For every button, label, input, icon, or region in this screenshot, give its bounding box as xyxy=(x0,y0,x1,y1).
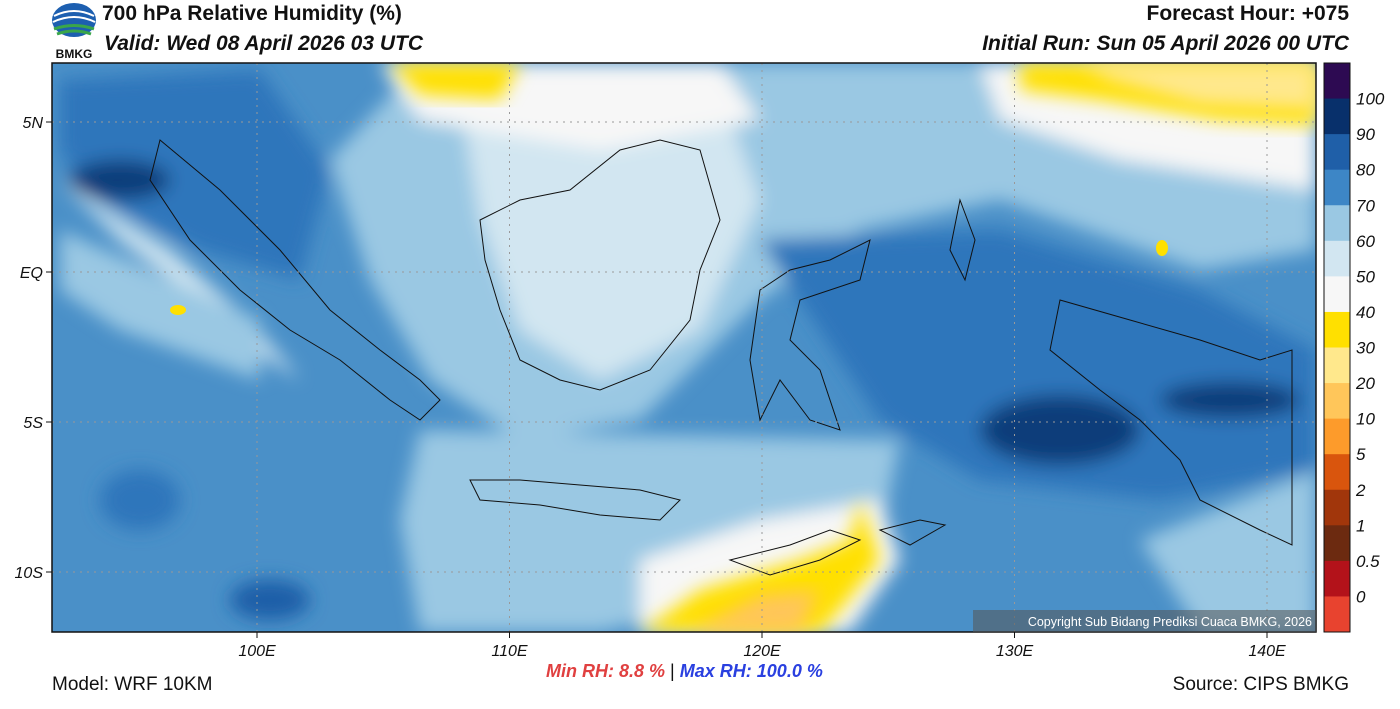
colorbar-label: 2 xyxy=(1355,481,1366,500)
colorbar-segment xyxy=(1324,525,1350,562)
graticule: 5N EQ 5S 10S 100E 110E 120E 130E 140E xyxy=(15,63,1316,660)
colorbar-label: 10 xyxy=(1356,410,1375,429)
colorbar-label: 30 xyxy=(1356,339,1375,358)
colorbar-label: 100 xyxy=(1356,90,1385,109)
lon-label: 140E xyxy=(1248,643,1286,660)
title: 700 hPa Relative Humidity (%) xyxy=(102,2,402,25)
lat-label: 5N xyxy=(23,115,44,132)
initial-run: Initial Run: Sun 05 April 2026 00 UTC xyxy=(982,32,1349,55)
lon-label: 100E xyxy=(238,643,276,660)
colorbar-label: 80 xyxy=(1356,161,1375,180)
humidity-field xyxy=(52,63,1316,632)
colorbar-segment xyxy=(1324,169,1350,206)
colorbar-label: 50 xyxy=(1356,267,1375,286)
colorbar-segment xyxy=(1324,596,1350,633)
colorbar-segment xyxy=(1324,383,1350,420)
colorbar-segment xyxy=(1324,454,1350,491)
colorbar-segment xyxy=(1324,347,1350,384)
map-frame xyxy=(51,62,1317,633)
colorbar-segment xyxy=(1324,63,1350,100)
valid-time: Valid: Wed 08 April 2026 03 UTC xyxy=(104,32,423,55)
colorbar-segment xyxy=(1324,489,1350,526)
logo-text: BMKG xyxy=(56,47,93,60)
colorbar-segment xyxy=(1324,98,1350,135)
max-rh-label: Max RH: xyxy=(679,661,752,681)
copyright-box xyxy=(973,610,1316,632)
separator: | xyxy=(670,661,675,681)
colorbar-frame xyxy=(1323,62,1351,633)
colorbar-segment xyxy=(1324,240,1350,277)
lon-label: 120E xyxy=(743,643,781,660)
lat-label: EQ xyxy=(20,265,43,282)
lat-label: 5S xyxy=(23,415,43,432)
colorbar-label: 5 xyxy=(1356,445,1366,464)
lon-label: 130E xyxy=(996,643,1034,660)
min-rh-label: Min RH: xyxy=(546,661,614,681)
rh-summary: Min RH: 8.8 % | Max RH: 100.0 % xyxy=(546,661,823,682)
colorbar-label: 40 xyxy=(1356,303,1375,322)
colorbar-segment xyxy=(1324,205,1350,242)
lat-label: 10S xyxy=(15,565,44,582)
coastlines xyxy=(149,139,1293,576)
colorbar-label: 0.5 xyxy=(1356,552,1380,571)
colorbar-segment xyxy=(1324,418,1350,455)
colorbar-segment xyxy=(1324,560,1350,597)
colorbar-label: 60 xyxy=(1356,232,1375,251)
colorbar-segment xyxy=(1324,311,1350,348)
colorbar-label: 1 xyxy=(1356,516,1365,535)
bmkg-logo: BMKG xyxy=(52,3,96,60)
copyright: Copyright Sub Bidang Prediksi Cuaca BMKG… xyxy=(1028,615,1312,629)
forecast-hour: Forecast Hour: +075 xyxy=(1146,2,1350,25)
min-rh-value: 8.8 % xyxy=(619,661,666,681)
source: Source: CIPS BMKG xyxy=(1172,674,1349,695)
colorbar-label: 90 xyxy=(1356,125,1375,144)
colorbar-segment xyxy=(1324,134,1350,171)
colorbar-label: 20 xyxy=(1355,374,1375,393)
model: Model: WRF 10KM xyxy=(52,674,213,695)
lon-label: 110E xyxy=(491,643,528,660)
colorbar-label: 0 xyxy=(1356,587,1366,606)
colorbar-segment xyxy=(1324,276,1350,313)
colorbar: 100 90 80 70 60 50 40 30 20 10 5 2 1 0.5 0 xyxy=(1323,62,1385,633)
colorbar-label: 70 xyxy=(1356,196,1375,215)
max-rh-value: 100.0 % xyxy=(756,661,823,681)
